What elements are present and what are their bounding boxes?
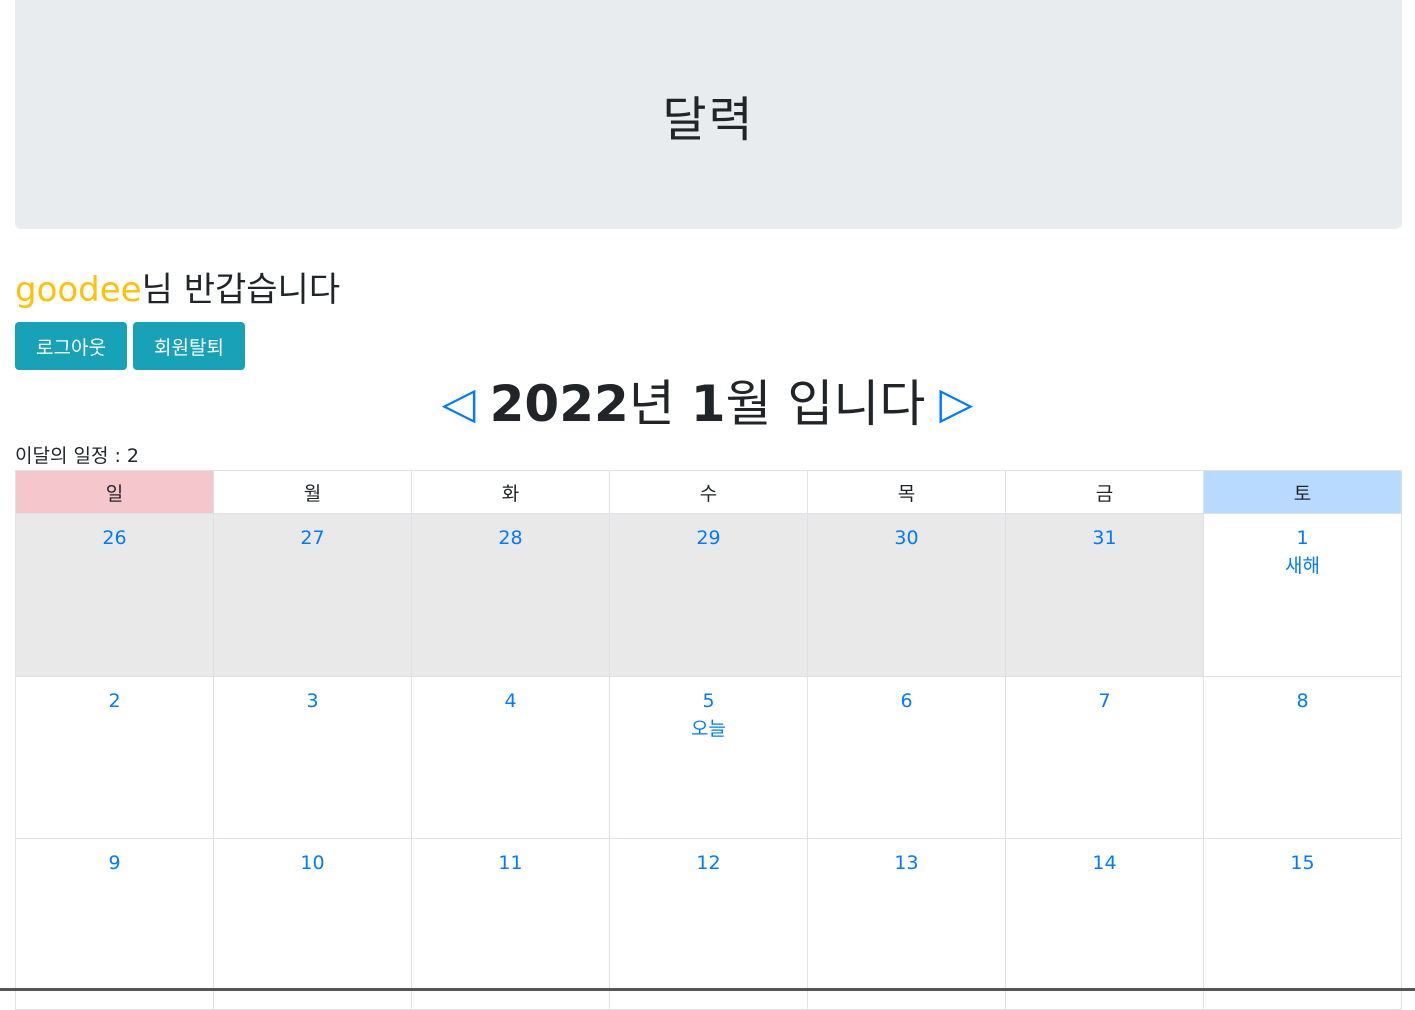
calendar-table: 일 월 화 수 목 금 토 26 27 28 29 30 31 1 새해 2 3 … xyxy=(15,470,1402,1010)
day-cell[interactable]: 11 xyxy=(411,838,610,1010)
day-cell[interactable]: 4 xyxy=(411,676,610,839)
day-cell[interactable]: 27 xyxy=(213,513,412,677)
day-number[interactable]: 30 xyxy=(894,527,919,549)
event-today[interactable]: 오늘 xyxy=(691,718,726,740)
day-number[interactable]: 1 xyxy=(1296,527,1309,549)
weekday-thu: 목 xyxy=(807,470,1006,514)
day-number[interactable]: 3 xyxy=(306,690,319,712)
day-cell[interactable]: 9 xyxy=(15,838,214,1010)
week-row: 2 3 4 5 오늘 6 7 8 xyxy=(15,676,1402,839)
day-number[interactable]: 13 xyxy=(894,852,919,874)
day-cell[interactable]: 7 xyxy=(1005,676,1204,839)
day-number[interactable]: 26 xyxy=(102,527,127,549)
day-cell[interactable]: 26 xyxy=(15,513,214,677)
day-cell[interactable]: 29 xyxy=(609,513,808,677)
schedule-count-value: 2 xyxy=(126,445,140,467)
month-title: 2022년 1월 입니다 xyxy=(490,368,926,440)
day-cell[interactable]: 14 xyxy=(1005,838,1204,1010)
weekday-sun: 일 xyxy=(15,470,214,514)
day-cell[interactable]: 2 xyxy=(15,676,214,839)
day-number[interactable]: 15 xyxy=(1290,852,1315,874)
withdraw-button[interactable]: 회원탈퇴 xyxy=(133,322,245,370)
day-cell[interactable]: 10 xyxy=(213,838,412,1010)
username: goodee xyxy=(15,270,142,310)
day-number[interactable]: 31 xyxy=(1092,527,1117,549)
event-new-year[interactable]: 새해 xyxy=(1285,555,1320,577)
previous-month-icon[interactable]: ◁ xyxy=(441,378,476,429)
day-number[interactable]: 4 xyxy=(504,690,517,712)
day-cell[interactable]: 15 xyxy=(1203,838,1402,1010)
year-value: 2022 xyxy=(489,375,629,433)
day-cell[interactable]: 28 xyxy=(411,513,610,677)
day-cell[interactable]: 3 xyxy=(213,676,412,839)
page-title: 달력 xyxy=(662,91,755,148)
day-cell[interactable]: 12 xyxy=(609,838,808,1010)
day-number[interactable]: 28 xyxy=(498,527,523,549)
greeting-text: 님 반갑습니다 xyxy=(141,270,341,310)
day-number[interactable]: 7 xyxy=(1098,690,1111,712)
day-cell[interactable]: 5 오늘 xyxy=(609,676,808,839)
next-month-icon[interactable]: ▷ xyxy=(939,378,974,429)
day-number[interactable]: 11 xyxy=(498,852,523,874)
weekday-fri: 금 xyxy=(1005,470,1204,514)
week-row: 26 27 28 29 30 31 1 새해 xyxy=(15,513,1402,677)
page-header: 달력 xyxy=(15,0,1402,229)
weekday-mon: 월 xyxy=(213,470,412,514)
day-number[interactable]: 2 xyxy=(108,690,121,712)
weekday-tue: 화 xyxy=(411,470,610,514)
logout-button[interactable]: 로그아웃 xyxy=(15,322,127,370)
day-number[interactable]: 29 xyxy=(696,527,721,549)
greeting: goodee님 반갑습니다 xyxy=(15,266,340,314)
day-number[interactable]: 10 xyxy=(300,852,325,874)
year-unit: 년 xyxy=(628,375,691,433)
day-number[interactable]: 5 xyxy=(702,690,715,712)
day-cell[interactable]: 13 xyxy=(807,838,1006,1010)
weekday-header-row: 일 월 화 수 목 금 토 xyxy=(15,470,1402,514)
day-number[interactable]: 14 xyxy=(1092,852,1117,874)
day-cell[interactable]: 1 새해 xyxy=(1203,513,1402,677)
day-cell[interactable]: 30 xyxy=(807,513,1006,677)
schedule-count-label: 이달의 일정 : xyxy=(15,445,127,467)
weekday-wed: 수 xyxy=(609,470,808,514)
schedule-count: 이달의 일정 : 2 xyxy=(15,443,139,469)
day-number[interactable]: 9 xyxy=(108,852,121,874)
day-number[interactable]: 12 xyxy=(696,852,721,874)
day-number[interactable]: 6 xyxy=(900,690,913,712)
day-cell[interactable]: 6 xyxy=(807,676,1006,839)
day-number[interactable]: 27 xyxy=(300,527,325,549)
day-cell[interactable]: 8 xyxy=(1203,676,1402,839)
window-bottom-edge xyxy=(0,988,1415,991)
month-navigation: ◁ 2022년 1월 입니다 ▷ xyxy=(0,368,1415,440)
weekday-sat: 토 xyxy=(1203,470,1402,514)
day-number[interactable]: 8 xyxy=(1296,690,1309,712)
week-row: 9 10 11 12 13 14 15 xyxy=(15,838,1402,1010)
month-unit: 월 입니다 xyxy=(725,375,926,433)
day-cell[interactable]: 31 xyxy=(1005,513,1204,677)
month-value: 1 xyxy=(690,375,726,433)
